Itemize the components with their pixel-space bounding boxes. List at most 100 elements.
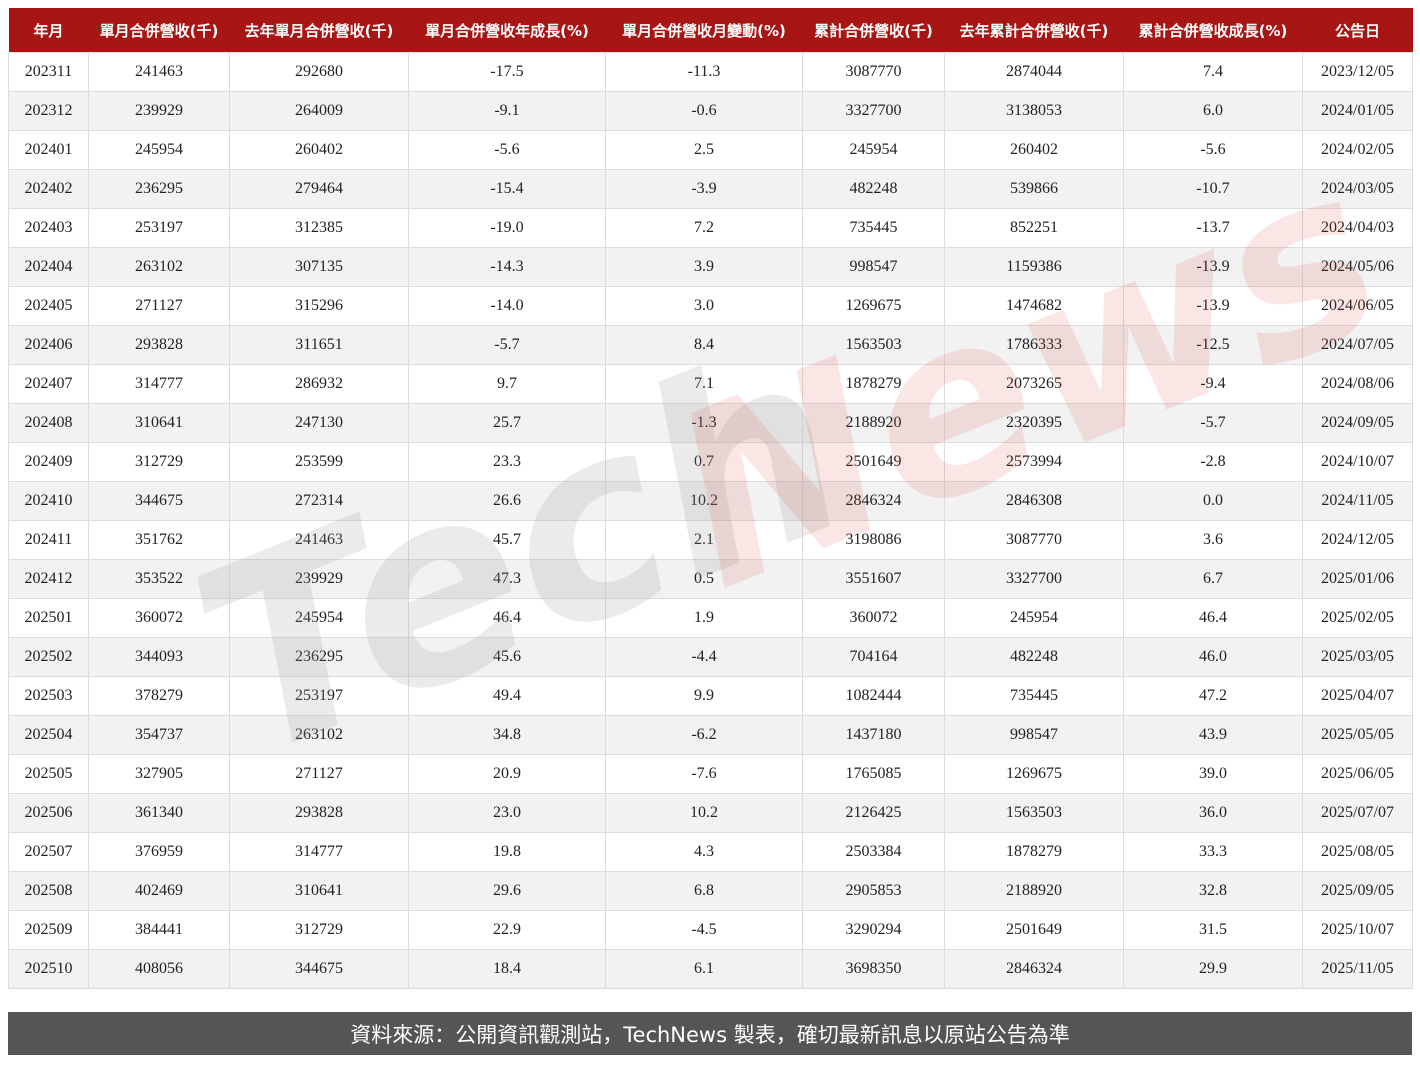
table-cell: -13.9 — [1123, 286, 1303, 326]
table-cell: 263102 — [229, 715, 409, 755]
table-row: 202411 351762 241463 45.7 2.1 3198086 3087770 3… — [8, 520, 1413, 560]
table-cell: 2.5 — [605, 130, 803, 170]
table-cell: 2025/11/05 — [1302, 949, 1413, 989]
table-cell: -4.4 — [605, 637, 803, 677]
table-cell: -10.7 — [1123, 169, 1303, 209]
table-row: 202312 239929 264009 -9.1 -0.6 3327700 3138053… — [8, 91, 1413, 131]
table-cell: 2025/09/05 — [1302, 871, 1413, 911]
table-cell: 286932 — [229, 364, 409, 404]
table-cell: 2024/12/05 — [1302, 520, 1413, 560]
table-cell: 2501649 — [944, 910, 1124, 950]
table-cell: 29.9 — [1123, 949, 1303, 989]
table-cell: 3.6 — [1123, 520, 1303, 560]
table-cell: 327905 — [88, 754, 230, 794]
table-cell: 3087770 — [802, 52, 945, 92]
table-cell: 2023/12/05 — [1302, 52, 1413, 92]
table-cell: 344675 — [88, 481, 230, 521]
table-cell: 202408 — [8, 403, 89, 443]
table-cell: 376959 — [88, 832, 230, 872]
table-cell: 3698350 — [802, 949, 945, 989]
table-cell: 361340 — [88, 793, 230, 833]
table-cell: 239929 — [88, 91, 230, 131]
table-cell: 2846308 — [944, 481, 1124, 521]
table-cell: 3.0 — [605, 286, 803, 326]
table-cell: 1082444 — [802, 676, 945, 716]
table-cell: 2025/05/05 — [1302, 715, 1413, 755]
table-cell: 3.9 — [605, 247, 803, 287]
table-cell: 253197 — [88, 208, 230, 248]
table-cell: 2073265 — [944, 364, 1124, 404]
table-cell: 202505 — [8, 754, 89, 794]
column-header: 單月合併營收月變動(%) — [605, 8, 803, 53]
table-cell: 36.0 — [1123, 793, 1303, 833]
table-cell: 202410 — [8, 481, 89, 521]
table-cell: 292680 — [229, 52, 409, 92]
table-cell: 47.3 — [408, 559, 606, 599]
table-cell: 735445 — [944, 676, 1124, 716]
table-cell: 2024/01/05 — [1302, 91, 1413, 131]
table-cell: 6.7 — [1123, 559, 1303, 599]
table-cell: 2024/04/03 — [1302, 208, 1413, 248]
table-row: 202311 241463 292680 -17.5 -11.3 3087770 28740… — [8, 52, 1413, 92]
table-cell: 360072 — [802, 598, 945, 638]
table-cell: 998547 — [944, 715, 1124, 755]
table-cell: -9.4 — [1123, 364, 1303, 404]
table-cell: 202404 — [8, 247, 89, 287]
table-cell: 3327700 — [802, 91, 945, 131]
table-cell: 202407 — [8, 364, 89, 404]
table-cell: 8.4 — [605, 325, 803, 365]
table-cell: 46.0 — [1123, 637, 1303, 677]
table-cell: 7.1 — [605, 364, 803, 404]
revenue-table: 年月 單月合併營收(千) 去年單月合併營收(千) 單月合併營收年成長(%) 單月合併營收… — [8, 8, 1413, 989]
table-cell: 2025/10/07 — [1302, 910, 1413, 950]
table-cell: 245954 — [88, 130, 230, 170]
table-cell: 2025/08/05 — [1302, 832, 1413, 872]
table-cell: 22.9 — [408, 910, 606, 950]
table-cell: 482248 — [944, 637, 1124, 677]
table-row: 202401 245954 260402 -5.6 2.5 245954 260402 -5.… — [8, 130, 1413, 170]
table-cell: 202503 — [8, 676, 89, 716]
table-cell: 314777 — [88, 364, 230, 404]
table-cell: 47.2 — [1123, 676, 1303, 716]
table-cell: 271127 — [229, 754, 409, 794]
table-cell: 1269675 — [802, 286, 945, 326]
table-cell: 2025/01/06 — [1302, 559, 1413, 599]
table-cell: 2846324 — [944, 949, 1124, 989]
table-cell: 33.3 — [1123, 832, 1303, 872]
table-cell: 236295 — [229, 637, 409, 677]
table-cell: -17.5 — [408, 52, 606, 92]
table-cell: 272314 — [229, 481, 409, 521]
table-cell: 202412 — [8, 559, 89, 599]
table-cell: -5.7 — [408, 325, 606, 365]
table-cell: 32.8 — [1123, 871, 1303, 911]
table-cell: 351762 — [88, 520, 230, 560]
table-cell: 202509 — [8, 910, 89, 950]
table-cell: 1878279 — [802, 364, 945, 404]
table-cell: 360072 — [88, 598, 230, 638]
table-cell: -15.4 — [408, 169, 606, 209]
table-cell: 202506 — [8, 793, 89, 833]
table-cell: 45.6 — [408, 637, 606, 677]
table-cell: -19.0 — [408, 208, 606, 248]
table-cell: 315296 — [229, 286, 409, 326]
table-cell: 18.4 — [408, 949, 606, 989]
table-cell: 3138053 — [944, 91, 1124, 131]
column-header: 公告日 — [1302, 8, 1413, 53]
table-cell: 6.8 — [605, 871, 803, 911]
table-cell: 2024/10/07 — [1302, 442, 1413, 482]
table-cell: 314777 — [229, 832, 409, 872]
table-cell: 253197 — [229, 676, 409, 716]
table-cell: 9.7 — [408, 364, 606, 404]
table-cell: -4.5 — [605, 910, 803, 950]
table-cell: 25.7 — [408, 403, 606, 443]
column-header: 累計合併營收成長(%) — [1123, 8, 1303, 53]
table-cell: 253599 — [229, 442, 409, 482]
table-cell: 2905853 — [802, 871, 945, 911]
table-cell: 1878279 — [944, 832, 1124, 872]
table-cell: 46.4 — [1123, 598, 1303, 638]
table-cell: -5.7 — [1123, 403, 1303, 443]
table-cell: 239929 — [229, 559, 409, 599]
table-row: 202412 353522 239929 47.3 0.5 3551607 3327700 6… — [8, 559, 1413, 599]
table-cell: -2.8 — [1123, 442, 1303, 482]
table-cell: 1765085 — [802, 754, 945, 794]
